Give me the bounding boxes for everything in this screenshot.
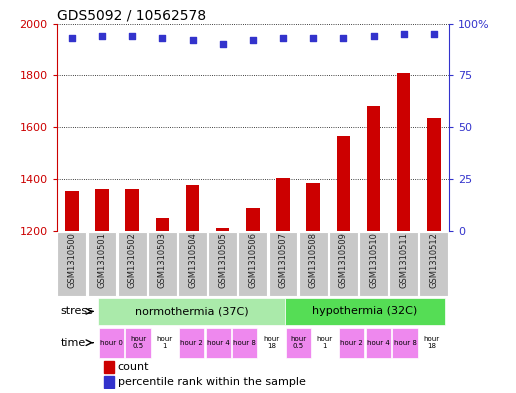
Bar bbox=[186, 185, 199, 231]
Point bbox=[339, 35, 347, 41]
Text: hour 8: hour 8 bbox=[394, 340, 416, 346]
Text: time: time bbox=[61, 338, 86, 348]
FancyBboxPatch shape bbox=[366, 328, 391, 358]
Text: GSM1310502: GSM1310502 bbox=[127, 232, 137, 288]
Bar bbox=[104, 376, 114, 387]
Bar bbox=[216, 228, 230, 231]
FancyBboxPatch shape bbox=[238, 231, 267, 296]
FancyBboxPatch shape bbox=[152, 328, 177, 358]
Text: GSM1310504: GSM1310504 bbox=[188, 232, 197, 288]
Point bbox=[68, 35, 76, 41]
Bar bbox=[104, 361, 114, 373]
Point bbox=[399, 31, 408, 37]
FancyBboxPatch shape bbox=[118, 231, 147, 296]
FancyBboxPatch shape bbox=[359, 231, 388, 296]
FancyBboxPatch shape bbox=[57, 231, 86, 296]
Text: GSM1310509: GSM1310509 bbox=[339, 232, 348, 288]
Text: GSM1310510: GSM1310510 bbox=[369, 232, 378, 288]
FancyBboxPatch shape bbox=[392, 328, 417, 358]
Point bbox=[158, 35, 167, 41]
Point bbox=[309, 35, 317, 41]
Text: hour 2: hour 2 bbox=[180, 340, 203, 346]
Bar bbox=[95, 189, 109, 231]
FancyBboxPatch shape bbox=[98, 298, 285, 325]
FancyBboxPatch shape bbox=[88, 231, 117, 296]
FancyBboxPatch shape bbox=[148, 231, 177, 296]
FancyBboxPatch shape bbox=[125, 328, 151, 358]
Text: GSM1310508: GSM1310508 bbox=[309, 232, 318, 288]
FancyBboxPatch shape bbox=[329, 231, 358, 296]
Text: hypothermia (32C): hypothermia (32C) bbox=[312, 306, 417, 316]
Text: GDS5092 / 10562578: GDS5092 / 10562578 bbox=[57, 8, 206, 22]
FancyBboxPatch shape bbox=[268, 231, 298, 296]
FancyBboxPatch shape bbox=[339, 328, 364, 358]
FancyBboxPatch shape bbox=[299, 231, 328, 296]
Text: hour 4: hour 4 bbox=[207, 340, 230, 346]
Text: GSM1310511: GSM1310511 bbox=[399, 232, 408, 288]
FancyBboxPatch shape bbox=[420, 231, 448, 296]
FancyBboxPatch shape bbox=[205, 328, 231, 358]
FancyBboxPatch shape bbox=[419, 328, 444, 358]
Bar bbox=[65, 191, 78, 231]
Text: hour
18: hour 18 bbox=[424, 336, 440, 349]
FancyBboxPatch shape bbox=[99, 328, 124, 358]
FancyBboxPatch shape bbox=[179, 328, 204, 358]
Text: hour
1: hour 1 bbox=[157, 336, 173, 349]
FancyBboxPatch shape bbox=[285, 298, 445, 325]
Bar bbox=[125, 189, 139, 231]
Bar bbox=[246, 208, 260, 231]
FancyBboxPatch shape bbox=[259, 328, 284, 358]
Bar bbox=[367, 107, 380, 231]
Text: count: count bbox=[118, 362, 149, 372]
Bar bbox=[155, 219, 169, 231]
Text: GSM1310512: GSM1310512 bbox=[429, 232, 438, 288]
Point bbox=[188, 37, 197, 43]
FancyBboxPatch shape bbox=[178, 231, 207, 296]
FancyBboxPatch shape bbox=[208, 231, 237, 296]
FancyBboxPatch shape bbox=[389, 231, 418, 296]
Text: hour
1: hour 1 bbox=[317, 336, 333, 349]
Bar bbox=[397, 73, 410, 231]
FancyBboxPatch shape bbox=[312, 328, 337, 358]
Text: hour
0.5: hour 0.5 bbox=[290, 336, 306, 349]
Text: hour 8: hour 8 bbox=[233, 340, 256, 346]
Point bbox=[219, 41, 227, 48]
Text: stress: stress bbox=[61, 306, 93, 316]
Point bbox=[249, 37, 257, 43]
Bar bbox=[427, 118, 441, 231]
Point bbox=[128, 33, 136, 39]
Text: GSM1310503: GSM1310503 bbox=[158, 232, 167, 288]
Text: hour
18: hour 18 bbox=[263, 336, 280, 349]
Text: hour 0: hour 0 bbox=[100, 340, 123, 346]
Text: GSM1310501: GSM1310501 bbox=[98, 232, 106, 288]
Bar bbox=[336, 136, 350, 231]
Text: GSM1310500: GSM1310500 bbox=[68, 232, 76, 288]
Text: GSM1310505: GSM1310505 bbox=[218, 232, 227, 288]
Bar bbox=[276, 178, 290, 231]
Text: GSM1310507: GSM1310507 bbox=[279, 232, 287, 288]
Point bbox=[430, 31, 438, 37]
Point bbox=[98, 33, 106, 39]
Text: hour 4: hour 4 bbox=[367, 340, 390, 346]
Text: percentile rank within the sample: percentile rank within the sample bbox=[118, 377, 305, 387]
Point bbox=[279, 35, 287, 41]
Text: hour
0.5: hour 0.5 bbox=[130, 336, 146, 349]
FancyBboxPatch shape bbox=[285, 328, 311, 358]
Text: GSM1310506: GSM1310506 bbox=[248, 232, 257, 288]
FancyBboxPatch shape bbox=[232, 328, 257, 358]
Bar bbox=[307, 183, 320, 231]
Text: hour 2: hour 2 bbox=[340, 340, 363, 346]
Point bbox=[369, 33, 378, 39]
Text: normothermia (37C): normothermia (37C) bbox=[135, 306, 248, 316]
